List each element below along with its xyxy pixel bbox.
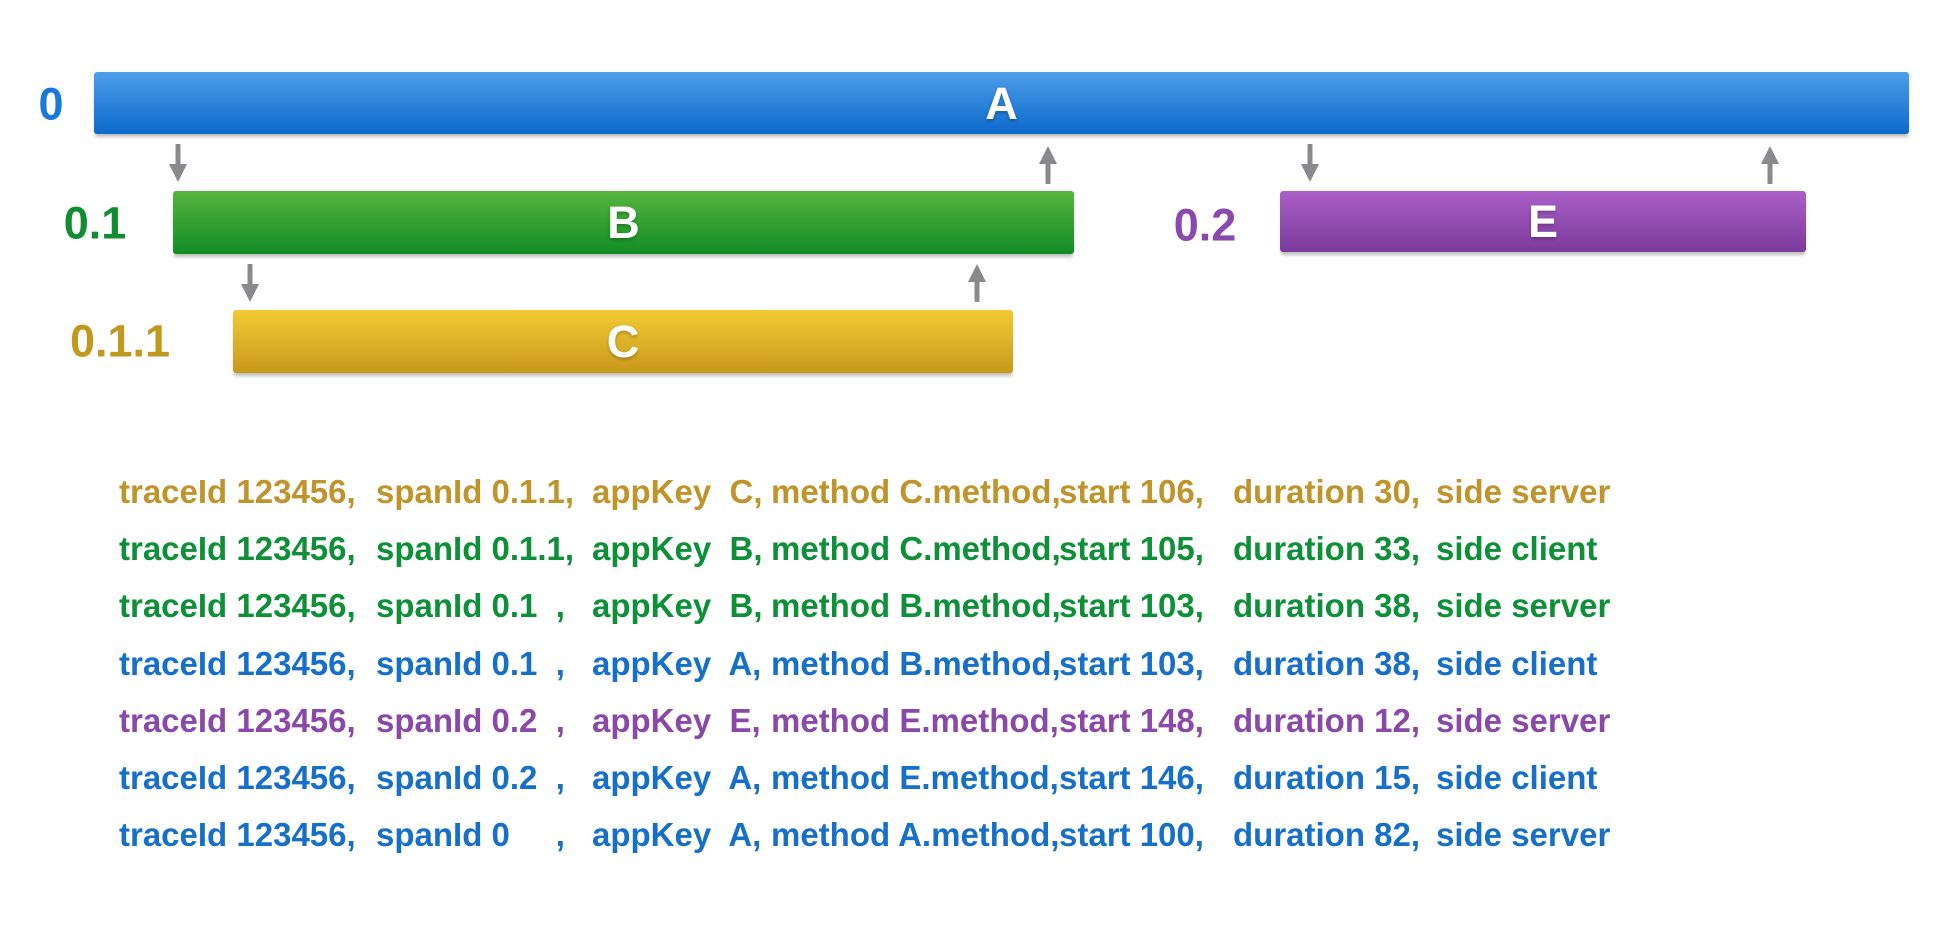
field-spanid: spanId 0.2 , [376,758,565,796]
field-appkey: appKey B, [592,530,763,568]
field-side: side client [1436,530,1598,568]
field-spanid: spanId 0 , [376,816,565,854]
field-method: method C.method, [771,530,1061,568]
field-method: method B.method, [771,587,1061,625]
field-start: start 146, [1059,758,1204,796]
span-bar-a: A [94,72,1909,134]
span-bar-label: C [606,316,640,367]
field-start: start 103, [1059,587,1204,625]
field-start: start 105, [1059,530,1204,568]
field-side: side client [1436,644,1598,682]
field-appkey: appKey A, [592,644,762,682]
field-spanid: spanId 0.2 , [376,701,565,739]
field-duration: duration 38, [1233,644,1421,682]
span-bar-label: E [1527,196,1558,247]
span-bar-c: C [233,310,1013,373]
trace-record-row: traceId 123456, spanId 0.2 , appKey E, m… [119,692,1839,749]
field-appkey: appKey E, [592,701,761,739]
field-spanid: spanId 0.1 , [376,644,565,682]
arrow-down-icon [166,143,190,183]
field-spanid: spanId 0.1.1, [376,473,575,510]
arrow-up-icon [965,263,989,303]
trace-record-row: traceId 123456, spanId 0 , appKey A, met… [119,806,1839,863]
field-start: start 106, [1059,473,1204,510]
trace-records: traceId 123456, spanId 0.1.1, appKey C, … [119,463,1839,863]
field-traceid: traceId 123456, [119,473,356,510]
trace-record-row: traceId 123456, spanId 0.1 , appKey A, m… [119,635,1839,692]
field-traceid: traceId 123456, [119,644,356,682]
field-spanid: spanId 0.1 , [376,587,565,625]
field-spanid: spanId 0.1.1, [376,530,575,568]
span-bar-label: A [985,77,1018,129]
arrow-up-icon [1036,145,1060,185]
span-bar-b: B [173,191,1074,254]
arrow-up-icon [1758,145,1782,185]
field-method: method C.method, [771,473,1061,510]
field-method: method E.method, [771,758,1059,796]
trace-record-row: traceId 123456, spanId 0.1.1, appKey C, … [119,463,1839,520]
field-start: start 103, [1059,644,1204,682]
field-duration: duration 38, [1233,587,1421,625]
field-traceid: traceId 123456, [119,816,356,854]
field-traceid: traceId 123456, [119,701,356,739]
field-appkey: appKey A, [592,816,762,854]
field-duration: duration 82, [1233,816,1421,854]
span-bar-label: B [607,197,640,248]
arrow-down-icon [1298,143,1322,183]
span-bar-e: E [1280,191,1806,252]
field-start: start 148, [1059,701,1204,739]
field-method: method E.method, [771,701,1059,739]
field-duration: duration 15, [1233,758,1421,796]
field-side: side server [1436,587,1611,625]
field-duration: duration 33, [1233,530,1421,568]
field-appkey: appKey C, [592,473,763,510]
field-appkey: appKey B, [592,587,763,625]
field-side: side client [1436,758,1598,796]
trace-record-row: traceId 123456, spanId 0.1.1, appKey B, … [119,520,1839,577]
field-method: method B.method, [771,644,1061,682]
field-start: start 100, [1059,816,1204,854]
span-id-label-0.1: 0.1 [63,197,127,249]
field-side: side server [1436,473,1611,510]
span-id-label-0: 0 [38,78,64,130]
trace-record-row: traceId 123456, spanId 0.1 , appKey B, m… [119,577,1839,634]
field-side: side server [1436,701,1611,739]
trace-record-row: traceId 123456, spanId 0.2 , appKey A, m… [119,749,1839,806]
span-id-label-0.2: 0.2 [1173,199,1237,251]
arrow-down-icon [238,263,262,303]
field-side: side server [1436,816,1611,854]
field-method: method A.method, [771,816,1060,854]
field-traceid: traceId 123456, [119,758,356,796]
field-appkey: appKey A, [592,758,762,796]
field-traceid: traceId 123456, [119,587,356,625]
field-traceid: traceId 123456, [119,530,356,568]
field-duration: duration 30, [1233,473,1421,510]
span-id-label-0.1.1: 0.1.1 [69,315,171,367]
field-duration: duration 12, [1233,701,1421,739]
